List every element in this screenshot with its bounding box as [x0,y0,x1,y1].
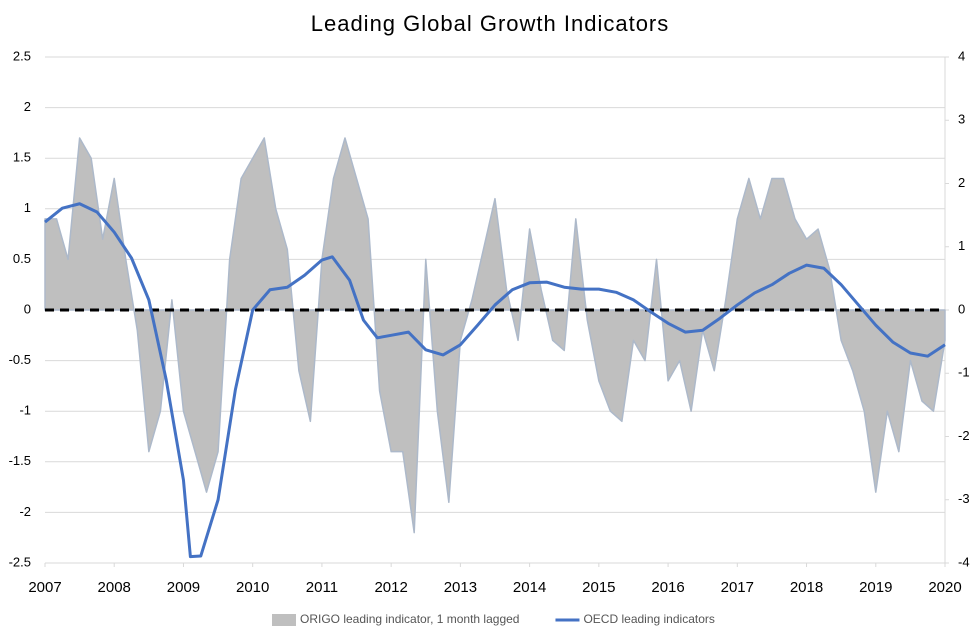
y2-tick-label: 3 [958,112,965,127]
x-tick-label: 2018 [790,579,823,596]
y-tick-label: 2.5 [13,48,31,63]
x-tick-label: 2020 [928,579,961,596]
x-tick-label: 2008 [98,579,131,596]
y2-tick-label: 2 [958,175,965,190]
x-tick-label: 2017 [721,579,754,596]
y2-tick-label: 0 [958,301,965,316]
x-tick-label: 2016 [651,579,684,596]
chart-title: Leading Global Growth Indicators [311,11,670,36]
y2-tick-label: -2 [958,428,970,443]
y2-tick-label: -3 [958,491,970,506]
y2-tick-label: -1 [958,365,970,380]
y2-tick-label: 1 [958,238,965,253]
x-tick-label: 2011 [306,579,338,596]
legend-label: ORIGO leading indicator, 1 month lagged [300,612,519,626]
y-tick-label: 1 [24,200,31,215]
y2-tick-label: 4 [958,48,965,63]
x-tick-label: 2007 [28,579,61,596]
y2-tick-label: -4 [958,554,970,569]
x-tick-label: 2012 [374,579,407,596]
y-tick-label: -1 [19,403,31,418]
legend-swatch [272,614,296,626]
x-tick-label: 2014 [513,579,546,596]
x-tick-label: 2010 [236,579,269,596]
line [44,202,946,559]
y-tick-label: 0.5 [13,251,31,266]
y-tick-label: -2 [19,504,31,519]
x-tick-label: 2009 [167,579,200,596]
legend-label: OECD leading indicators [583,612,714,626]
y-tick-label: 1.5 [13,150,31,165]
x-tick-label: 2015 [582,579,615,596]
y-tick-label: -2.5 [9,554,31,569]
y-tick-label: -1.5 [9,453,31,468]
y-tick-label: 2 [24,99,31,114]
area [44,137,946,534]
y-tick-label: 0 [24,301,31,316]
y-tick-label: -0.5 [9,352,31,367]
x-tick-label: 2013 [444,579,477,596]
x-tick-label: 2019 [859,579,892,596]
